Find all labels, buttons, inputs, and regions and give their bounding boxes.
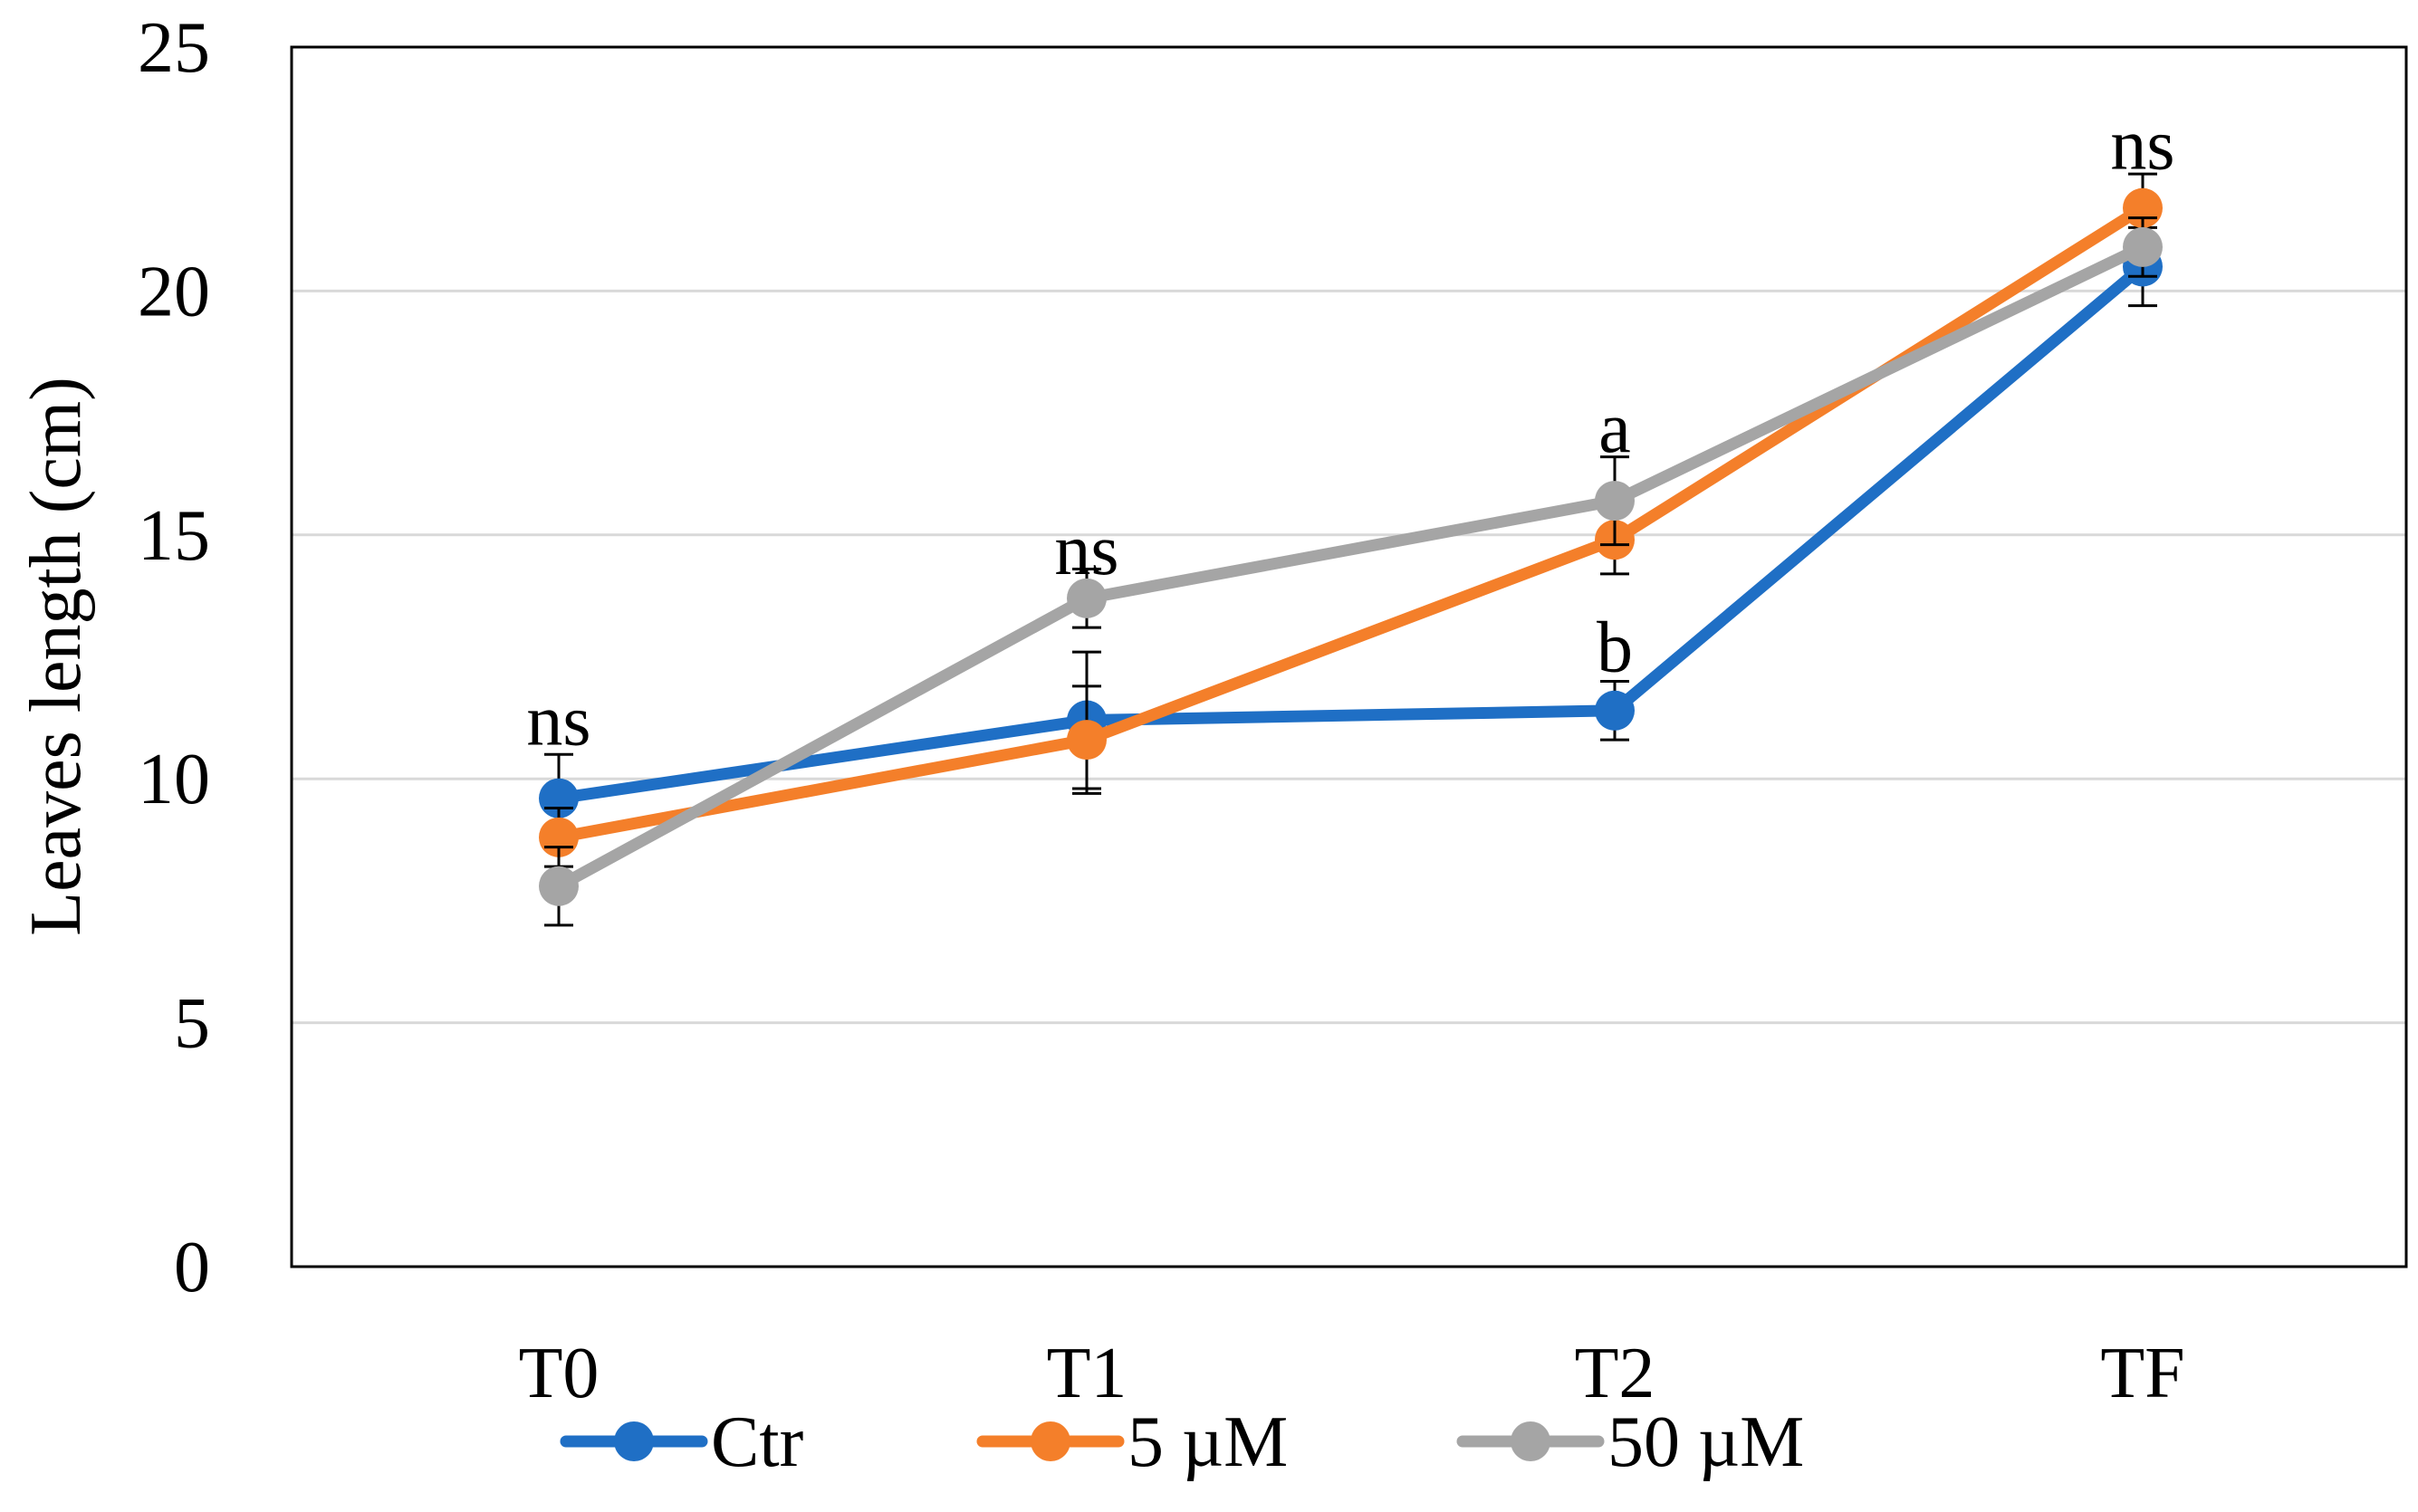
x-tick-label: T1 — [1047, 1334, 1127, 1413]
x-axis-ticks: T0 T1 T2 TF — [519, 1334, 2185, 1413]
significance-label: ns — [2110, 106, 2174, 186]
significance-label: b — [1597, 608, 1633, 688]
series-lines — [539, 172, 2163, 927]
plot-area-frame — [290, 45, 2408, 1268]
legend-marker — [1031, 1421, 1070, 1461]
data-point — [2123, 226, 2163, 267]
significance-label: ns — [1054, 511, 1118, 590]
x-tick-label: TF — [2100, 1334, 2184, 1413]
y-tick-label: 10 — [138, 740, 210, 819]
series-50-um — [539, 216, 2163, 927]
legend-item[interactable]: Ctr — [560, 1402, 803, 1482]
legend-label: Ctr — [711, 1402, 803, 1482]
y-axis-ticks: 0 5 10 15 20 25 — [138, 8, 210, 1307]
data-point — [539, 866, 579, 906]
gridlines — [292, 289, 2406, 1025]
legend-marker — [614, 1421, 654, 1461]
data-point — [1595, 690, 1635, 731]
x-tick-label: T0 — [519, 1334, 600, 1413]
y-tick-label: 25 — [138, 8, 210, 88]
y-tick-label: 0 — [174, 1228, 210, 1307]
legend-item[interactable]: 5 µM — [976, 1402, 1288, 1482]
data-point — [1067, 578, 1107, 618]
series-line — [552, 260, 2149, 805]
legend-label: 5 µM — [1127, 1402, 1288, 1482]
significance-annotations: ns ns a b ns — [526, 106, 2174, 761]
legend-label: 50 µM — [1607, 1402, 1804, 1482]
legend[interactable]: Ctr 5 µM 50 µM — [560, 1402, 1804, 1482]
series-line — [552, 202, 2149, 844]
y-axis-label: Leaves length (cm) — [16, 377, 96, 936]
x-tick-label: T2 — [1575, 1334, 1655, 1413]
data-point — [1067, 720, 1107, 761]
y-tick-label: 15 — [138, 496, 210, 576]
data-point — [1595, 481, 1635, 522]
y-tick-label: 5 — [174, 984, 210, 1064]
significance-label: a — [1598, 388, 1631, 468]
y-tick-label: 20 — [138, 252, 210, 331]
legend-marker — [1511, 1421, 1550, 1461]
series-line — [552, 241, 2149, 893]
significance-label: ns — [526, 681, 590, 761]
legend-item[interactable]: 50 µM — [1456, 1402, 1804, 1482]
